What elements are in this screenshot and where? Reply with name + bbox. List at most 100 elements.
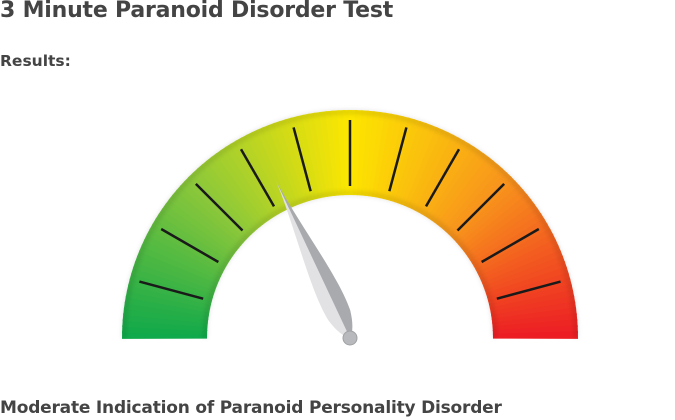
gauge-tick [160, 227, 219, 264]
gauge-arc-segment [205, 156, 264, 228]
gauge-tick [496, 280, 561, 300]
gauge-arc-segment [455, 184, 524, 246]
gauge-arc-segment [492, 313, 578, 328]
gauge-tick [388, 127, 408, 192]
gauge-arc-segment [471, 218, 548, 267]
gauge-arc-segment [313, 111, 332, 197]
gauge-arc-segment [424, 143, 475, 219]
gauge-arc-segment [284, 117, 314, 202]
gauge-arc-segment [132, 261, 216, 295]
gauge-arc-segment [492, 331, 578, 339]
gauge-arc [122, 110, 578, 339]
gauge-arc-segment [168, 193, 240, 252]
gauge-arc-segment [491, 301, 577, 320]
gauge-arc-segment [458, 189, 528, 249]
gauge-arc-segment [325, 110, 340, 196]
gauge-arc-segment [152, 218, 229, 267]
gauge-tick [194, 182, 244, 232]
gauge-arc-segment [485, 266, 569, 298]
gauge-arc-segment [473, 223, 551, 271]
gauge-arc-segment [460, 193, 532, 252]
gauge-arc-segment [245, 131, 289, 211]
gauge-arc-edge [122, 110, 578, 339]
gauge-arc-segment [469, 213, 545, 264]
gauge-arc-segment [478, 239, 559, 281]
gauge-arc-segment [414, 134, 460, 213]
gauge-arc-segment [463, 198, 535, 255]
gauge-arc-segment [492, 319, 578, 332]
gauge-arc-segment [183, 176, 250, 240]
gauge-arc-segment [146, 228, 225, 274]
gauge-arc-segment [139, 244, 220, 284]
gauge-arc-segment [188, 171, 252, 238]
gauge-arc-segment [273, 120, 307, 204]
gauge-arc-segment [331, 110, 344, 196]
gauge-arc-segment [172, 189, 242, 249]
gauge-arc-segment [480, 244, 561, 284]
gauge-arc-segment [407, 129, 449, 210]
page-title: 3 Minute Paranoid Disorder Test [0, 0, 394, 23]
gauge-tick [139, 280, 204, 300]
gauge-needle [276, 181, 358, 346]
gauge-arc-segment [404, 127, 444, 208]
gauge-arc-segment [481, 249, 564, 288]
gauge-tick [239, 148, 276, 207]
gauge-arc-segment [201, 160, 261, 230]
gauge-arc-segment [442, 164, 504, 233]
gauge-arc-segment [453, 180, 521, 243]
gauge-arc-segment [225, 143, 276, 219]
gauge-arc-segment [240, 134, 286, 213]
gauge-arc-segment [450, 176, 517, 240]
gauge-arc-segment [430, 149, 485, 223]
gauge-arc-segment [215, 149, 270, 223]
gauge-arc-segment [134, 255, 217, 291]
needle-pivot [342, 330, 358, 346]
gauge-tick [292, 127, 312, 192]
gauge-tick [424, 148, 461, 207]
gauge-arc-segment [149, 223, 227, 271]
gauge-arc-segment [433, 153, 490, 225]
results-heading: Results: [0, 52, 71, 70]
gauge-tick [456, 182, 506, 232]
gauge-arc-segment [489, 289, 575, 313]
gauge-arc-segment [230, 140, 279, 217]
gauge-arc-segment [436, 156, 495, 228]
gauge-arc-segment [448, 171, 512, 238]
gauge-arc-segment [417, 137, 465, 215]
needle-right-face [276, 181, 353, 338]
gauge-arc-segment [295, 114, 321, 200]
gauge-arc-segment [165, 198, 237, 255]
gauge-arc-segment [210, 153, 267, 225]
gauge-arc-segment [143, 233, 223, 277]
gauge-arc-segment [176, 184, 245, 246]
gauge-arc-segment [179, 180, 247, 243]
gauge-tick [481, 227, 540, 264]
gauge-arc-segment [158, 208, 233, 261]
gauge-arc-segment [136, 249, 219, 288]
result-text: Moderate Indication of Paranoid Personal… [0, 398, 502, 418]
gauge-arc-segment [427, 146, 480, 221]
gauge-arc-segment [421, 140, 470, 217]
gauge-arc-segment [220, 146, 273, 221]
gauge-arc-segment [397, 122, 433, 205]
gauge-arc-segment [393, 120, 427, 204]
gauge-arc-segment [467, 208, 542, 261]
gauge-arc-segment [439, 160, 499, 230]
gauge-arc-segment [491, 307, 577, 324]
gauge-ticks [139, 120, 561, 300]
gauge-arc-segment [196, 164, 258, 233]
gauge-arc-segment [155, 213, 231, 264]
gauge-arc-segment [307, 112, 329, 198]
gauge-arc-segment [301, 113, 325, 199]
gauge-arc-segment [267, 122, 303, 205]
gauge-arc-segment [256, 127, 296, 208]
gauge-arc-segment [235, 137, 283, 215]
gauge-arc-edge [203, 191, 497, 339]
gauge-arc-segment [465, 203, 539, 258]
gauge-arc-segment [490, 295, 576, 317]
gauge-arc-segment [484, 261, 568, 295]
gauge-arc-segment [261, 124, 300, 207]
gauge-arc-segment [488, 283, 574, 309]
gauge-arc-segment [475, 228, 554, 274]
